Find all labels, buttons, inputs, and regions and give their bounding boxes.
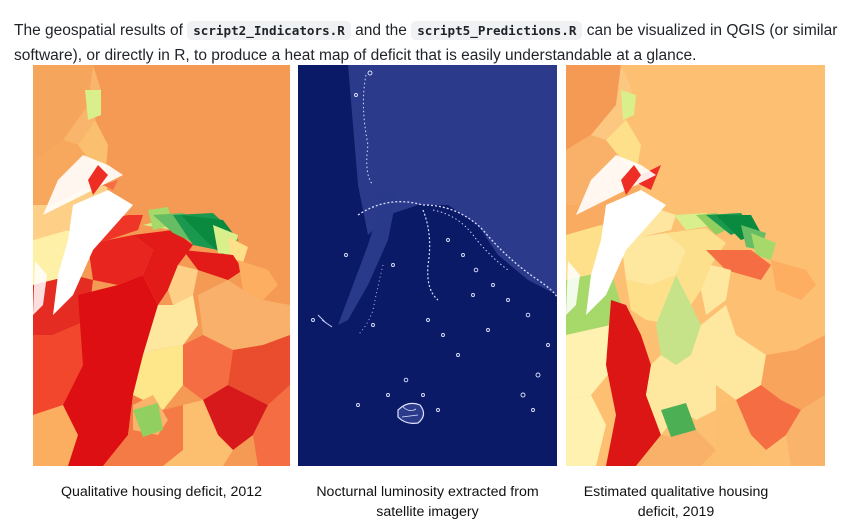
caption-luminosity: Nocturnal luminosity extracted from sate… xyxy=(316,484,539,520)
intro-paragraph: The geospatial results of script2_Indica… xyxy=(14,18,859,68)
deficit-map-2019 xyxy=(566,65,825,466)
code-script5: script5_Predictions.R xyxy=(411,20,583,40)
luminosity-map xyxy=(298,65,557,466)
deficit-map-2012 xyxy=(33,65,290,466)
caption-deficit-2012: Qualitative housing deficit, 2012 xyxy=(60,484,263,500)
intro-text-2: and the xyxy=(355,21,407,39)
caption-deficit-2019: Estimated qualitative housing deficit, 2… xyxy=(583,484,769,520)
code-script2: script2_Indicators.R xyxy=(187,20,351,40)
intro-text-1: The geospatial results of xyxy=(14,21,183,39)
intro-text-3: can be visualized in QGIS (or similar so… xyxy=(14,21,838,64)
